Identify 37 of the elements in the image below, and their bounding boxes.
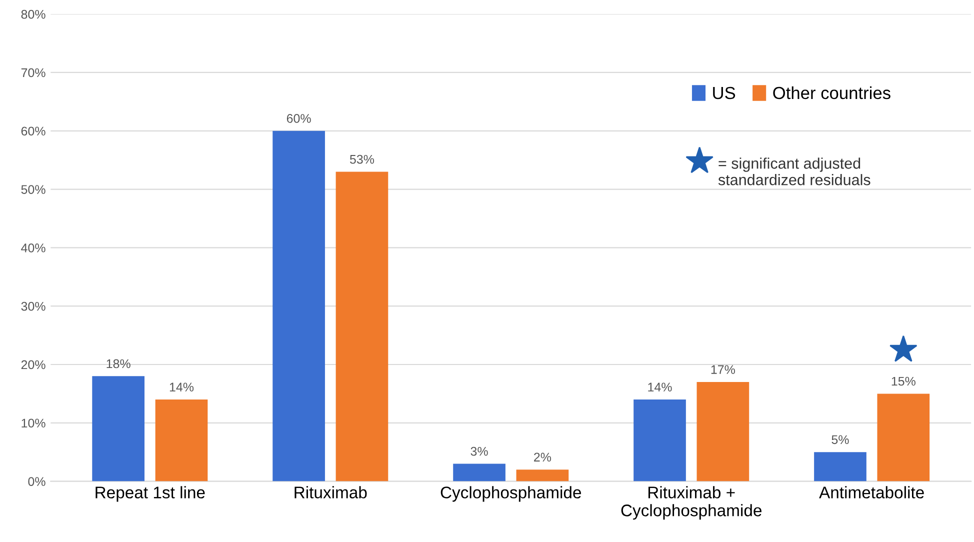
y-tick-label: 50%	[21, 185, 46, 194]
legend-label: Other countries	[773, 86, 890, 100]
bar	[814, 452, 866, 482]
x-tick-label: Rituximab	[294, 486, 367, 498]
bar	[155, 400, 208, 482]
data-label: 15%	[892, 376, 916, 386]
y-tick-label: 70%	[21, 68, 46, 78]
x-tick-label: Repeat 1st line	[96, 486, 205, 502]
bar	[634, 400, 686, 482]
y-tick-label: 0%	[28, 477, 46, 486]
bar	[336, 172, 388, 482]
bar	[92, 376, 144, 482]
annotation: = significant adjusted standardized residuals	[718, 158, 870, 186]
x-tick-label: Antimetabolite	[819, 486, 924, 498]
bar	[696, 382, 750, 482]
data-label: 17%	[711, 365, 735, 374]
data-label: 5%	[832, 435, 849, 444]
bar	[516, 470, 569, 482]
y-tick-label: 80%	[21, 10, 46, 19]
y-tick-label: 10%	[22, 418, 46, 428]
data-label: 60%	[286, 114, 311, 123]
data-label: 18%	[106, 359, 130, 368]
y-tick-label: 40%	[21, 243, 46, 252]
bar	[453, 464, 506, 482]
x-tick-label: Cyclophosphamide	[440, 486, 581, 502]
bar	[877, 394, 930, 482]
y-tick-label: 20%	[21, 360, 46, 370]
x-tick-label: Rituximab + Cyclophosphamide	[621, 486, 762, 520]
data-label: 3%	[470, 446, 488, 456]
data-label: 14%	[170, 382, 194, 392]
y-tick-label: 30%	[21, 302, 46, 311]
data-label: 53%	[350, 154, 374, 164]
data-label: 2%	[534, 452, 552, 462]
legend-label: US	[713, 86, 736, 100]
y-tick-label: 60%	[21, 126, 46, 136]
data-label: 14%	[648, 382, 672, 392]
bar	[272, 130, 325, 482]
